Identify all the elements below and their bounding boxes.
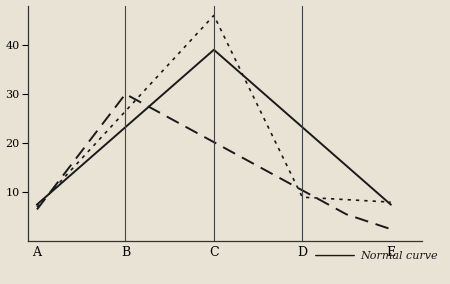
Text: Normal curve: Normal curve bbox=[360, 250, 437, 260]
